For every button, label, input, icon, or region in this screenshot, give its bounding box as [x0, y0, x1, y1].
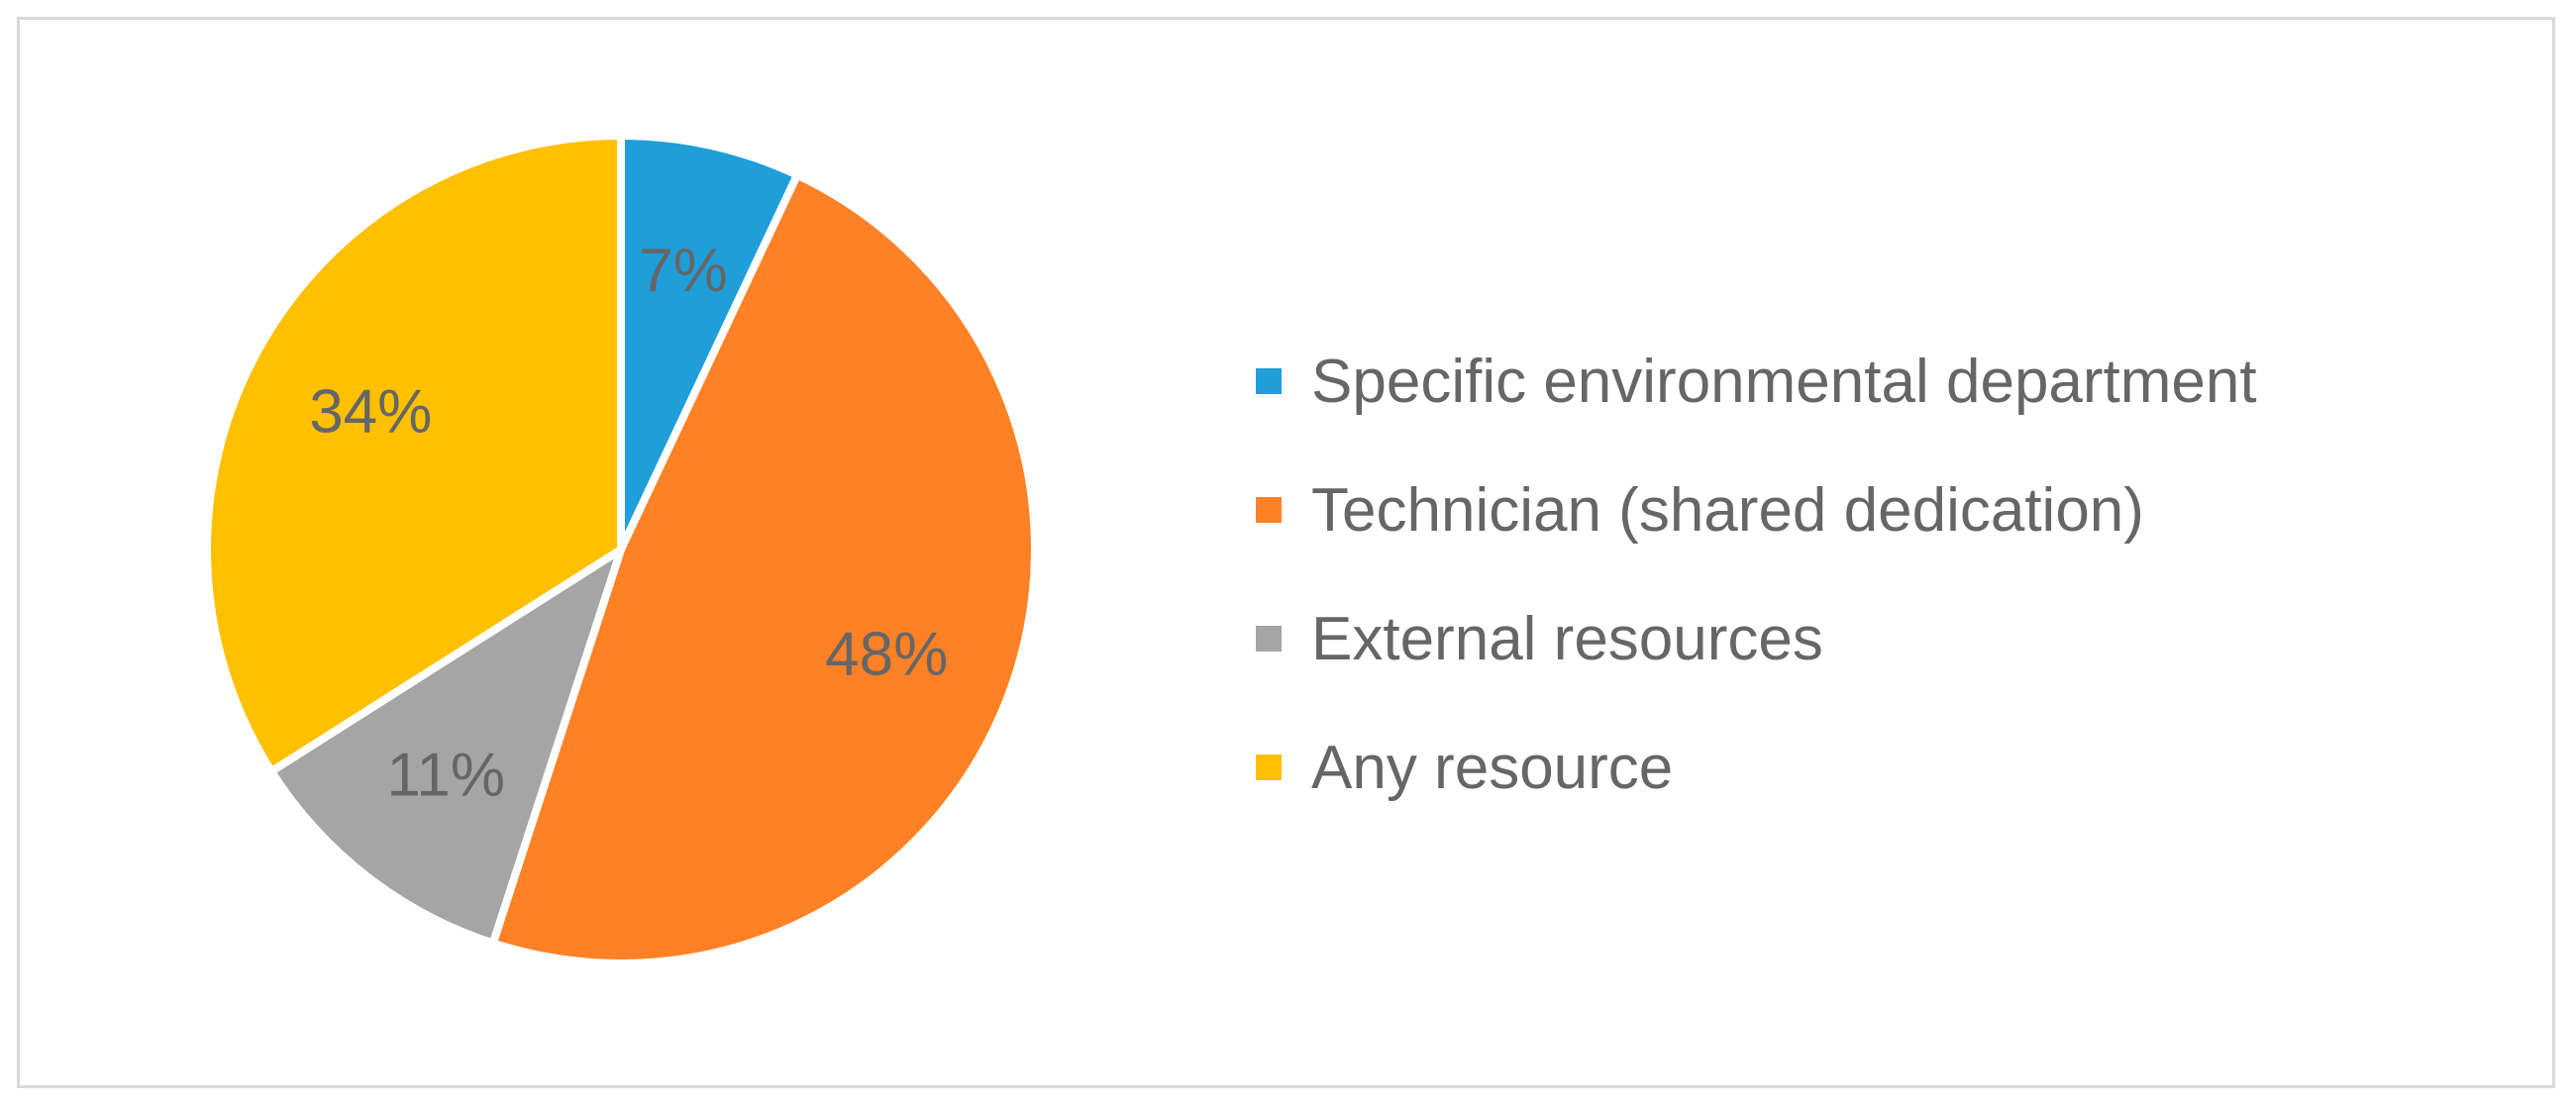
legend-item-4: Any resource — [1256, 703, 2257, 832]
legend-swatch — [1256, 497, 1282, 523]
pie-slice-1 — [617, 132, 801, 554]
legend-label: Technician (shared dedication) — [1311, 475, 2144, 545]
legend-swatch — [1256, 755, 1282, 780]
legend-swatch — [1256, 368, 1282, 394]
pie-slice-4 — [203, 132, 625, 775]
pie-data-labels: 7% 48% 11% 34% — [309, 237, 948, 809]
pie-data-label-3: 11% — [386, 741, 505, 809]
legend: Specific environmental department Technic… — [1256, 317, 2257, 832]
legend-label: Any resource — [1311, 733, 1674, 802]
legend-item-1: Specific environmental department — [1256, 317, 2257, 446]
legend-item-3: External resources — [1256, 574, 2257, 703]
pie-data-label-2: 48% — [825, 621, 948, 689]
pie-slices — [203, 132, 1039, 967]
pie-slice-3 — [267, 546, 625, 948]
pie-data-label-4: 34% — [309, 378, 432, 447]
legend-label: External resources — [1311, 604, 1823, 673]
pie-slice-2 — [488, 170, 1039, 967]
legend-swatch — [1256, 626, 1282, 652]
pie-data-label-1: 7% — [639, 237, 728, 305]
legend-item-2: Technician (shared dedication) — [1256, 446, 2257, 574]
legend-label: Specific environmental department — [1311, 347, 2257, 416]
